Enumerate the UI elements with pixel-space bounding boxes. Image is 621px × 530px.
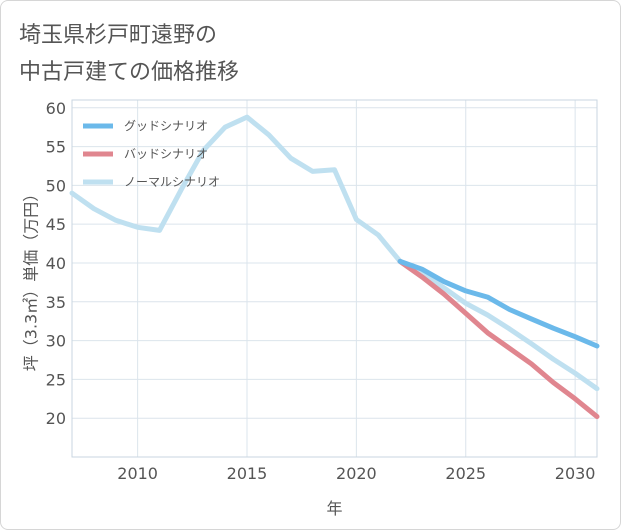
y-tick-35: 35	[46, 293, 66, 312]
x-tick-labels: 2010 2015 2020 2025 2030	[117, 464, 595, 483]
series-line-2	[69, 114, 600, 392]
y-tick-45: 45	[46, 215, 66, 234]
x-tick-2025: 2025	[445, 464, 486, 483]
chart-title: 埼玉県杉戸町遠野の 中古戸建ての価格推移	[19, 23, 240, 85]
series-line-1	[397, 258, 600, 420]
x-tick-2030: 2030	[555, 464, 596, 483]
series-line-0	[397, 258, 600, 349]
x-tick-2010: 2010	[117, 464, 158, 483]
y-tick-30: 30	[46, 332, 66, 351]
series-layer	[69, 114, 600, 420]
x-tick-2020: 2020	[336, 464, 377, 483]
y-tick-40: 40	[46, 254, 66, 273]
legend-label-1: バッドシナリオ	[124, 147, 208, 161]
y-axis-label: 坪（3.3㎡）単価（万円）	[22, 186, 41, 371]
y-tick-60: 60	[46, 99, 66, 118]
legend-label-2: ノーマルシナリオ	[124, 175, 220, 189]
x-tick-2015: 2015	[227, 464, 268, 483]
y-tick-25: 25	[46, 370, 66, 389]
legend-label-0: グッドシナリオ	[124, 119, 208, 133]
y-tick-55: 55	[46, 138, 66, 157]
y-tick-50: 50	[46, 176, 66, 195]
grid-lines	[72, 100, 597, 457]
plot-frame	[71, 99, 598, 458]
y-tick-labels: 20 25 30 35 40 45 50 55 60	[46, 99, 66, 428]
y-tick-20: 20	[46, 409, 66, 428]
x-axis-label: 年	[326, 499, 342, 518]
